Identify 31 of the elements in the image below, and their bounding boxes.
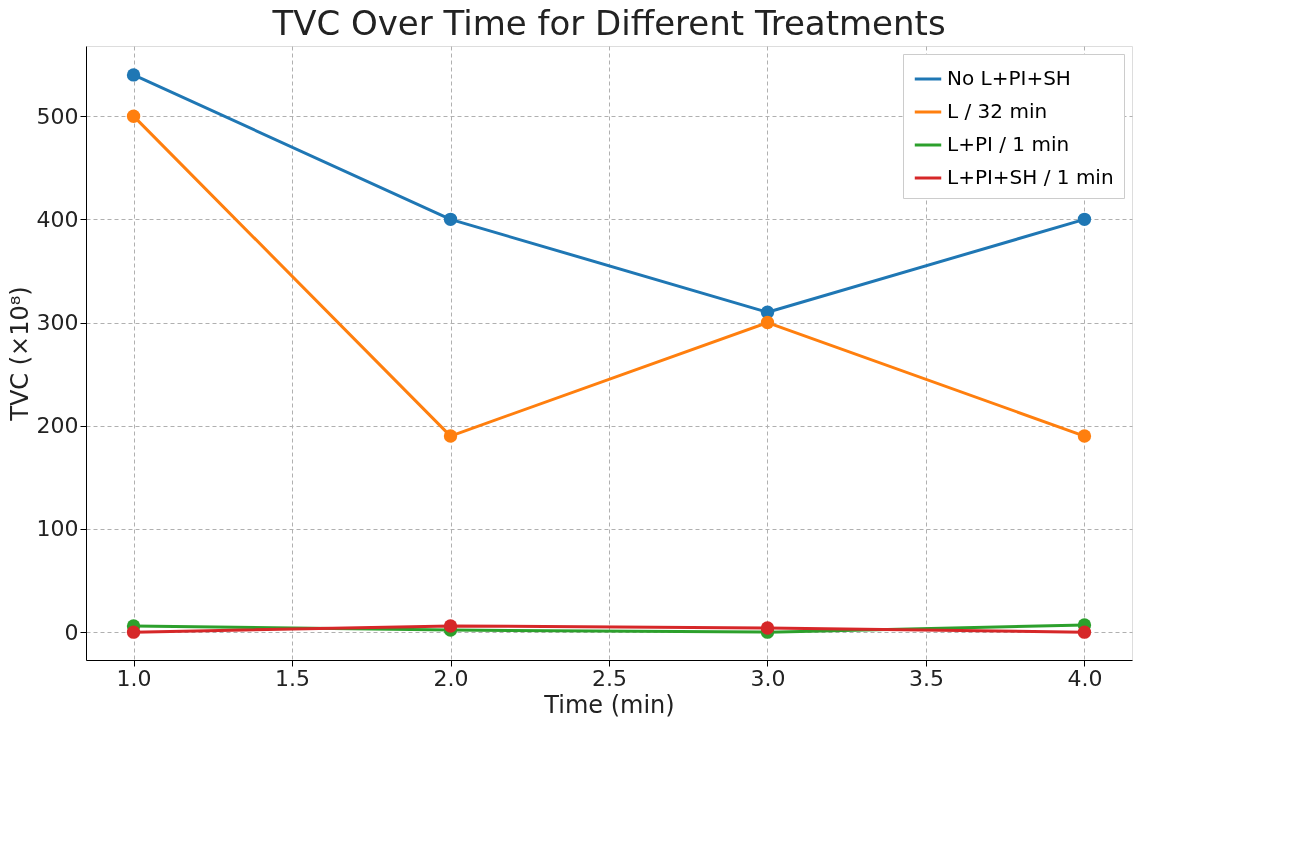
x-tick-label: 3.0 [750,665,786,691]
chart-title: TVC Over Time for Different Treatments [271,3,946,43]
y-axis-title: TVC (×10⁸) [5,286,34,422]
point [1077,429,1092,443]
x-tick-label: 4.0 [1067,665,1103,691]
y-tick-label: 200 [36,413,79,439]
y-tick-label: 300 [36,310,79,336]
y-tick-label: 500 [36,103,79,129]
point [1077,212,1092,227]
x-tick-label: 2.5 [592,665,627,691]
x-axis-title: Time (min) [543,690,675,719]
point [1077,625,1092,639]
y-tick-label: 0 [64,619,79,645]
legend-label: L+PI / 1 min [947,132,1070,156]
point [126,68,141,82]
legend-label: No L+PI+SH [947,66,1071,90]
point [126,625,141,639]
point [443,619,458,633]
legend-label: L / 32 min [947,99,1048,123]
point [126,109,141,123]
point [760,621,775,635]
x-tick-label: 3.5 [908,665,944,691]
x-tick-label: 1.0 [116,665,152,691]
point [443,429,458,443]
x-tick-label: 1.5 [275,665,311,691]
point [760,315,775,330]
y-tick-label: 400 [36,206,79,232]
x-tick-label: 2.0 [433,665,469,691]
y-tick-label: 100 [36,516,79,542]
point [443,212,458,227]
legend-label: L+PI+SH / 1 min [947,165,1114,189]
